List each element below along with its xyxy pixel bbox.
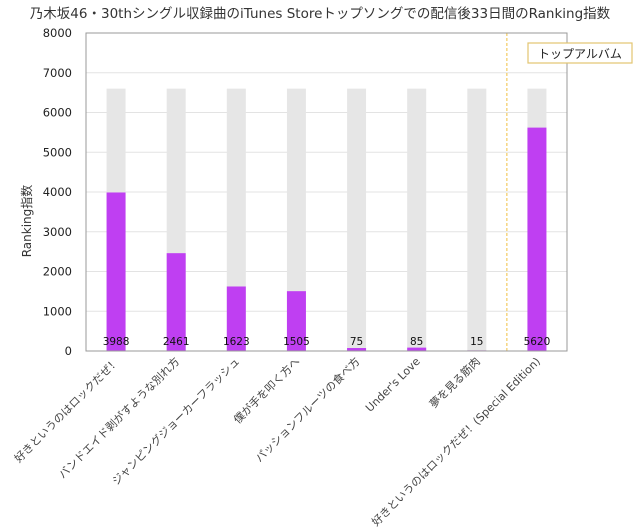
y-tick-label: 8000 <box>43 26 72 40</box>
x-tick-label: パッションフルーツの食べ方 <box>252 354 363 465</box>
x-tick-label: バンドエイド剥がすような別れ方 <box>55 354 182 481</box>
y-tick-label: 6000 <box>43 106 72 120</box>
background-bar <box>467 88 487 352</box>
data-label: 3988 <box>103 336 130 348</box>
y-tick-label: 2000 <box>43 265 72 279</box>
plot-frame <box>85 32 568 352</box>
data-label: 1505 <box>283 336 310 348</box>
background-bar <box>407 88 427 352</box>
data-label: 15 <box>470 336 483 348</box>
value-bar <box>527 127 547 351</box>
y-tick-label: 3000 <box>43 225 72 239</box>
annotation-box <box>527 42 633 64</box>
data-label: 1623 <box>223 336 250 348</box>
y-tick-label: 7000 <box>43 66 72 80</box>
axes <box>85 32 568 352</box>
data-label: 2461 <box>163 336 190 348</box>
y-axis-label: Ranking指数 <box>19 185 34 258</box>
annotation-text: トップアルバム <box>538 47 622 61</box>
value-bar <box>347 348 367 351</box>
background-bar <box>286 88 306 352</box>
gridlines <box>86 32 567 312</box>
bars <box>106 88 547 352</box>
y-tick-label: 0 <box>65 344 72 358</box>
data-label: 75 <box>350 336 363 348</box>
value-bar <box>166 253 186 351</box>
value-bar <box>226 286 246 351</box>
data-label: 5620 <box>524 336 551 348</box>
y-tick-label: 5000 <box>43 145 72 159</box>
data-label: 85 <box>410 336 423 348</box>
annotation-group: トップアルバム <box>527 42 633 64</box>
chart-title: 乃木坂46・30thシングル収録曲のiTunes Storeトップソングでの配信… <box>30 6 611 22</box>
x-tick-label: ジャンピングジョーカーフラッシュ <box>109 354 242 487</box>
value-bar <box>407 347 427 351</box>
background-bar <box>347 88 367 352</box>
x-tick-label: 好きというのはロックだぜ！ <box>11 354 122 465</box>
y-tick-label: 1000 <box>43 304 72 318</box>
background-bar <box>226 88 246 352</box>
y-tick-label: 4000 <box>43 185 72 199</box>
value-bar <box>106 192 126 351</box>
x-tick-label: Under's Love <box>363 355 423 415</box>
x-tick-label: 夢を見る筋肉 <box>426 354 483 411</box>
value-bar <box>286 291 306 351</box>
